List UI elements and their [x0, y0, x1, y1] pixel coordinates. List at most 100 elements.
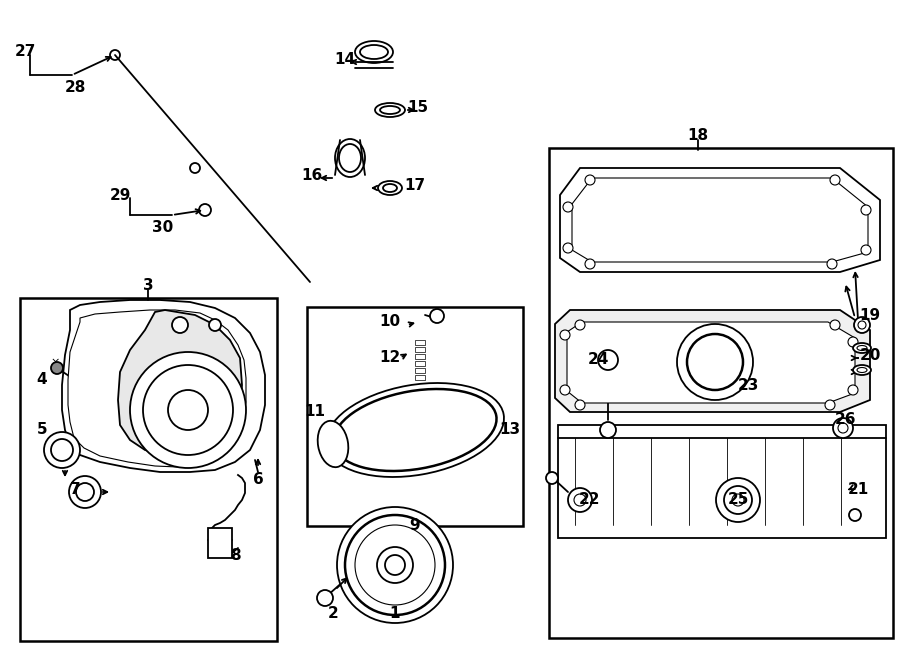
Circle shape: [172, 317, 188, 333]
Circle shape: [69, 476, 101, 508]
Text: 9: 9: [410, 518, 420, 533]
Text: 30: 30: [152, 221, 174, 235]
Circle shape: [560, 330, 570, 340]
Circle shape: [209, 319, 221, 331]
Circle shape: [861, 205, 871, 215]
Circle shape: [130, 352, 246, 468]
Circle shape: [600, 422, 616, 438]
Circle shape: [574, 494, 586, 506]
Bar: [415, 375, 425, 380]
Circle shape: [585, 259, 595, 269]
Circle shape: [687, 334, 743, 390]
Text: 13: 13: [500, 422, 520, 438]
Text: 26: 26: [834, 412, 856, 428]
Bar: [415, 361, 425, 366]
Circle shape: [51, 362, 63, 374]
Polygon shape: [560, 168, 880, 272]
Circle shape: [827, 259, 837, 269]
Text: ×: ×: [50, 357, 59, 367]
Circle shape: [849, 509, 861, 521]
Ellipse shape: [355, 41, 393, 63]
Circle shape: [833, 418, 853, 438]
Text: 1: 1: [390, 605, 400, 621]
Text: 25: 25: [727, 492, 749, 508]
Ellipse shape: [853, 365, 871, 375]
Polygon shape: [62, 300, 265, 472]
Text: 3: 3: [143, 278, 153, 293]
Circle shape: [430, 309, 444, 323]
Ellipse shape: [383, 184, 397, 192]
Text: 10: 10: [380, 315, 400, 329]
Circle shape: [563, 202, 573, 212]
Ellipse shape: [360, 45, 388, 59]
Text: 20: 20: [860, 348, 881, 362]
Circle shape: [825, 400, 835, 410]
Circle shape: [838, 423, 848, 433]
Polygon shape: [572, 178, 868, 262]
Bar: [20, 298, 277, 641]
Circle shape: [143, 365, 233, 455]
Text: 23: 23: [737, 377, 759, 393]
Ellipse shape: [335, 139, 365, 177]
Ellipse shape: [334, 389, 497, 471]
Circle shape: [848, 385, 858, 395]
Circle shape: [716, 478, 760, 522]
Polygon shape: [567, 322, 855, 403]
Circle shape: [848, 337, 858, 347]
Text: 22: 22: [580, 492, 601, 508]
Circle shape: [385, 555, 405, 575]
Ellipse shape: [318, 421, 348, 467]
Text: 6: 6: [253, 473, 264, 488]
Polygon shape: [555, 310, 870, 412]
Text: 15: 15: [408, 100, 428, 116]
Bar: [208, 528, 232, 558]
Circle shape: [168, 390, 208, 430]
Circle shape: [563, 243, 573, 253]
Ellipse shape: [857, 368, 867, 373]
Bar: [549, 148, 893, 638]
Text: 8: 8: [230, 547, 240, 563]
Text: 19: 19: [860, 307, 880, 323]
Circle shape: [568, 488, 592, 512]
Ellipse shape: [375, 103, 405, 117]
Circle shape: [598, 350, 618, 370]
Ellipse shape: [326, 383, 504, 477]
Ellipse shape: [853, 343, 871, 353]
Circle shape: [575, 400, 585, 410]
Circle shape: [677, 324, 753, 400]
Text: 4: 4: [37, 373, 48, 387]
Circle shape: [76, 483, 94, 501]
Circle shape: [337, 507, 453, 623]
Text: 16: 16: [302, 167, 322, 182]
Text: 29: 29: [109, 188, 130, 202]
Circle shape: [858, 321, 866, 329]
Circle shape: [560, 385, 570, 395]
Circle shape: [724, 486, 752, 514]
Text: 12: 12: [380, 350, 400, 366]
Text: 2: 2: [328, 605, 338, 621]
Ellipse shape: [380, 106, 400, 114]
Ellipse shape: [857, 346, 867, 350]
Polygon shape: [558, 425, 886, 538]
Text: 24: 24: [588, 352, 608, 368]
Text: 17: 17: [404, 178, 426, 192]
Circle shape: [44, 432, 80, 468]
Bar: [415, 347, 425, 352]
Bar: [307, 307, 523, 526]
Circle shape: [317, 590, 333, 606]
Circle shape: [51, 439, 73, 461]
Text: 5: 5: [37, 422, 48, 438]
Polygon shape: [68, 310, 246, 467]
Circle shape: [854, 317, 870, 333]
Text: 27: 27: [14, 44, 36, 59]
Polygon shape: [118, 310, 242, 455]
Text: 21: 21: [848, 483, 868, 498]
Ellipse shape: [378, 181, 402, 195]
Circle shape: [575, 320, 585, 330]
Ellipse shape: [339, 144, 361, 172]
Circle shape: [345, 515, 445, 615]
Text: 7: 7: [69, 483, 80, 498]
Circle shape: [830, 175, 840, 185]
Bar: [415, 368, 425, 373]
Bar: [415, 340, 425, 345]
